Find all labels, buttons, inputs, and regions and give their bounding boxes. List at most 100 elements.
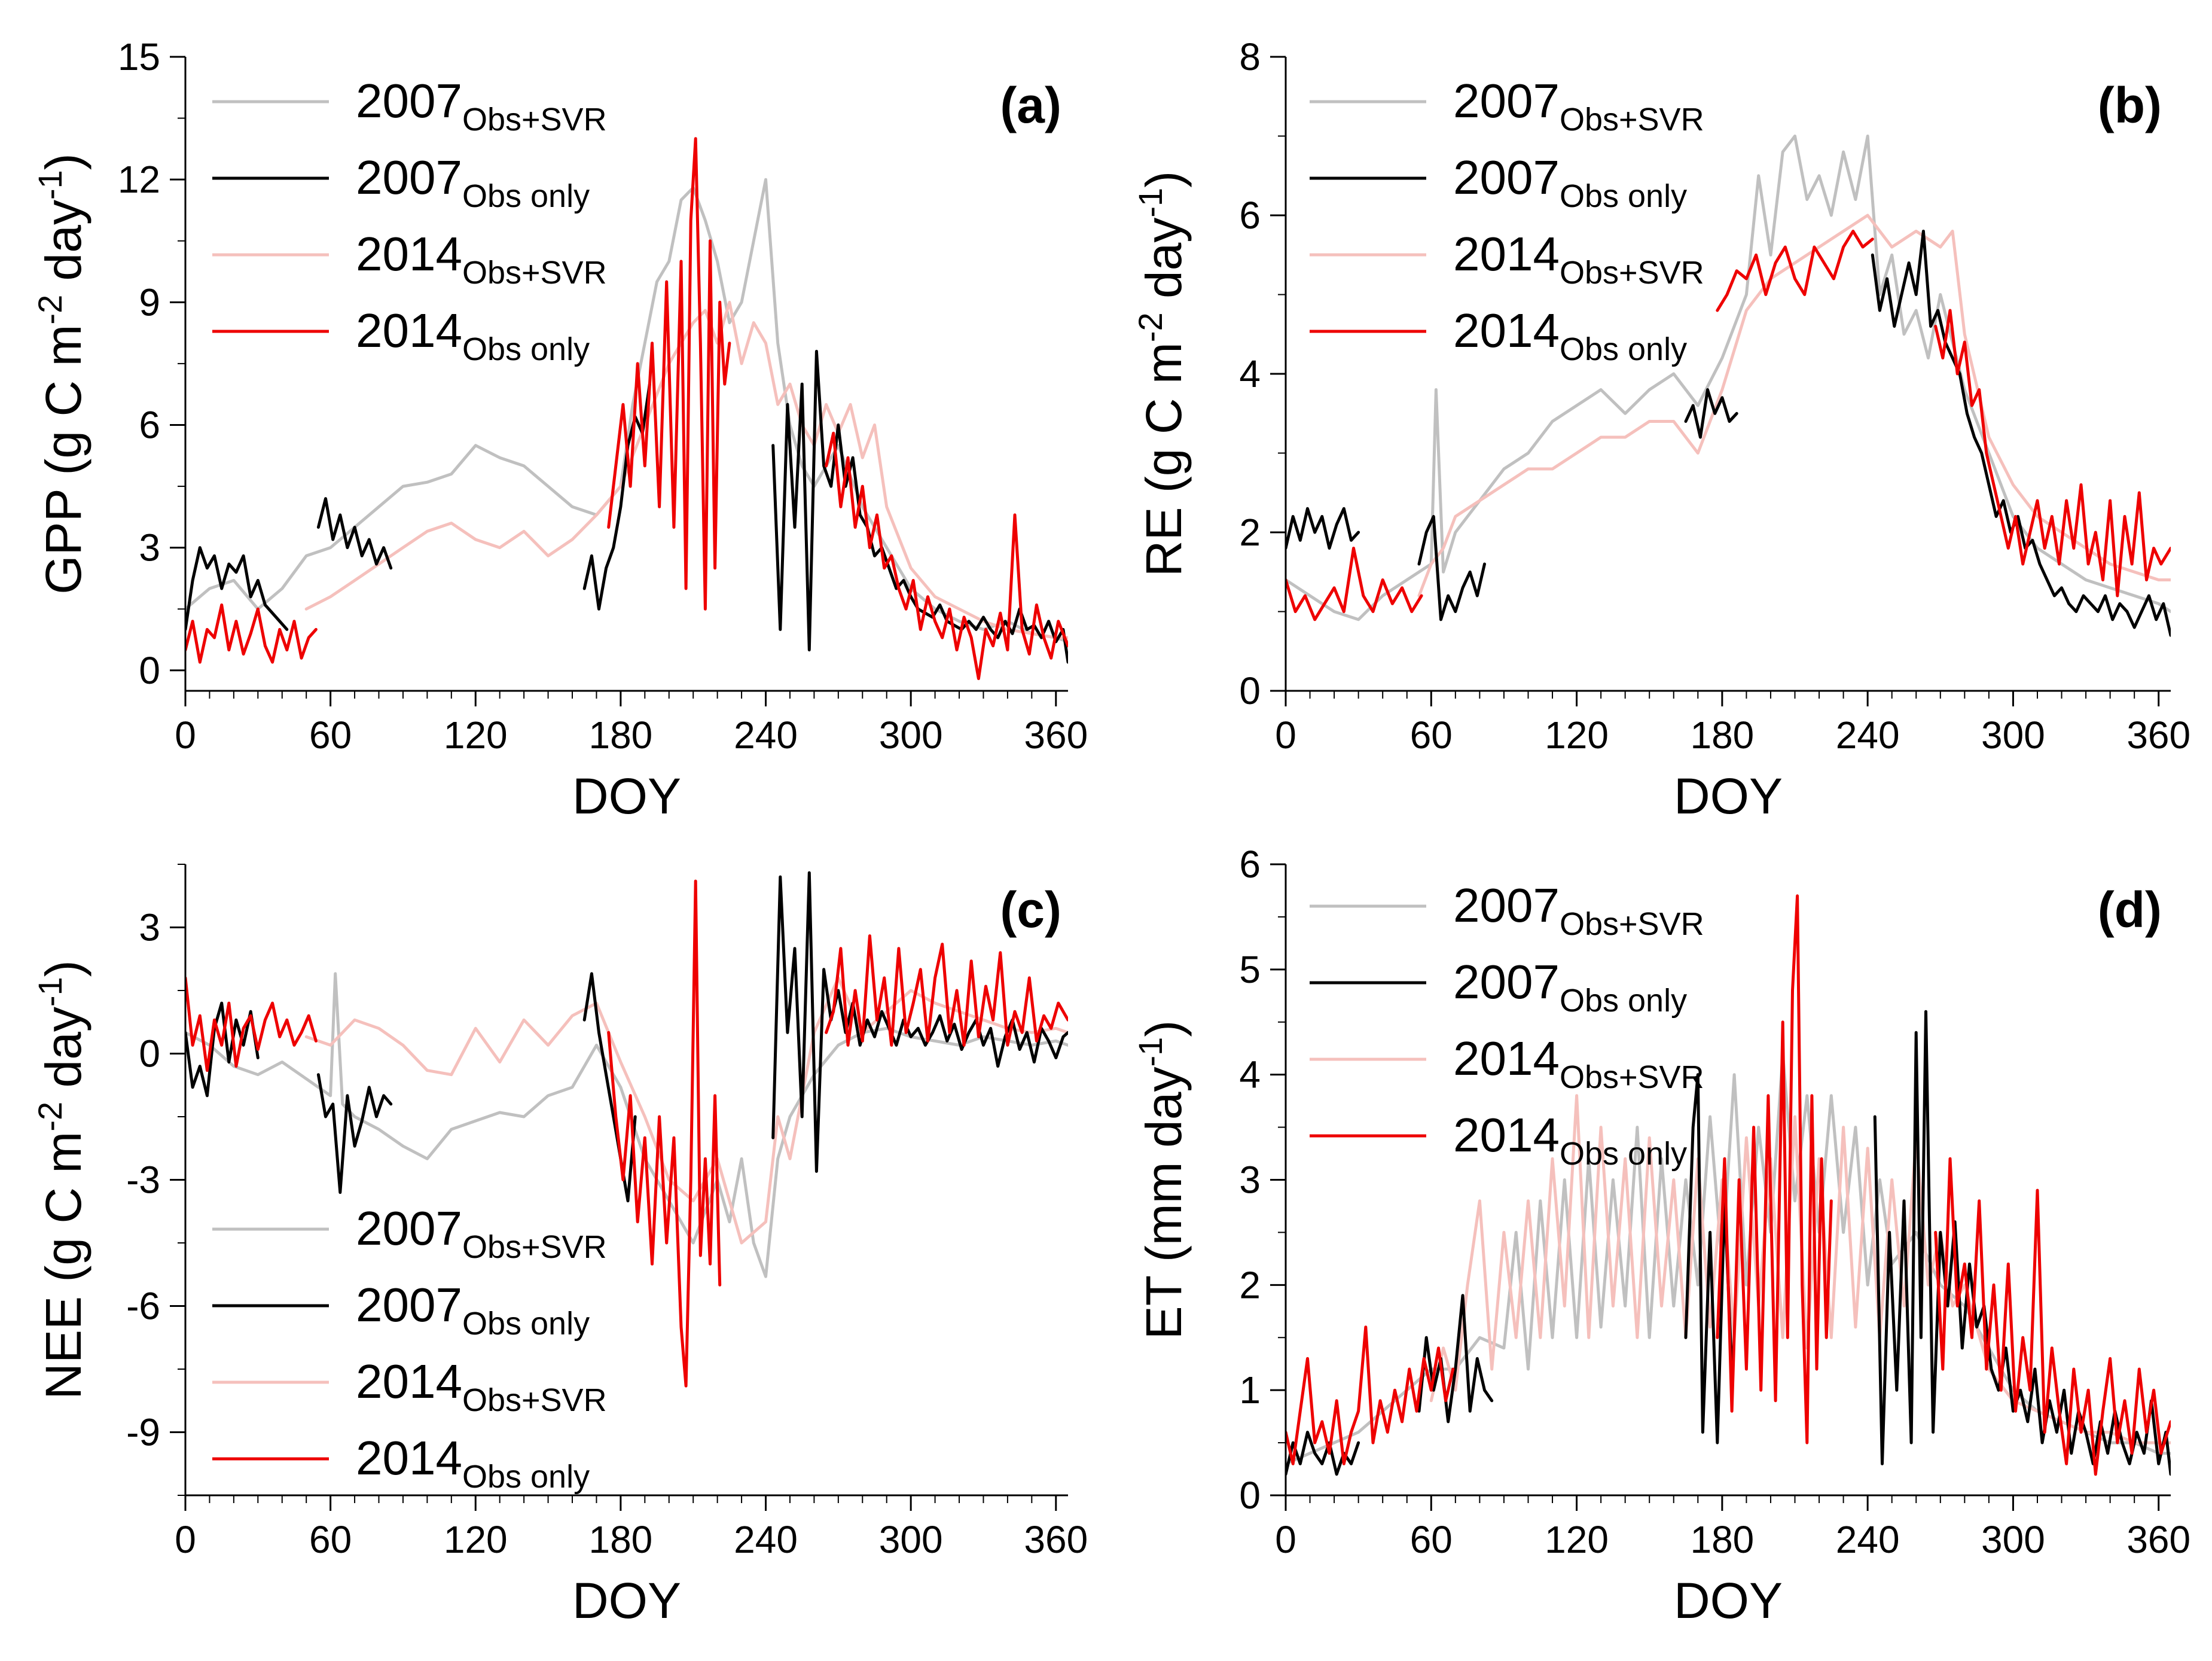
legend-subscript: Obs only [1560, 331, 1687, 367]
legend-label: 2014Obs only [1453, 304, 1687, 367]
series-line-2014-obs-only [607, 879, 722, 1388]
legend-label: 2014Obs+SVR [356, 1355, 607, 1418]
y-tick-label: 6 [1239, 843, 1261, 886]
series-line-2007-obs-only [1684, 1073, 1734, 1444]
x-tick-label: 360 [2126, 714, 2190, 757]
series-line-2007-obs-only [1417, 1294, 1494, 1424]
y-tick-label: 2 [1239, 1263, 1261, 1306]
legend-subscript: Obs+SVR [1560, 1059, 1704, 1095]
y-axis-label-part: ) [35, 960, 91, 977]
x-tick-label: 300 [1981, 714, 2045, 757]
y-tick-label: 4 [1239, 352, 1261, 395]
legend-item: 2014Obs+SVR [1310, 1032, 1704, 1095]
legend-label: 2014Obs+SVR [356, 227, 607, 291]
legend-item: 2007Obs only [212, 151, 590, 214]
legend-item: 2007Obs only [212, 1278, 590, 1342]
legend-item: 2014Obs+SVR [212, 1355, 607, 1418]
legend-item: 2014Obs+SVR [1310, 227, 1704, 291]
x-tick-label: 120 [444, 1518, 508, 1561]
series-line-2007-obs-only [1873, 1010, 2171, 1476]
x-axis-label: DOY [1674, 1572, 1783, 1629]
legend-subscript: Obs+SVR [462, 255, 607, 291]
y-axis-label-exponent: -1 [1131, 188, 1169, 218]
x-tick-label: 180 [1690, 714, 1754, 757]
y-tick-label: -3 [126, 1159, 160, 1202]
y-axis-label-part: day [1136, 218, 1192, 313]
legend-item: 2014Obs+SVR [212, 227, 607, 291]
x-tick-label: 0 [1275, 714, 1296, 757]
series-line-2014-obs-only [1716, 230, 1874, 312]
y-tick-label: 0 [139, 1032, 160, 1075]
x-tick-label: 360 [2126, 1518, 2190, 1561]
series-line-2007-obs-only [1871, 230, 2171, 637]
series-group [185, 137, 1068, 680]
y-axis-label: GPP (g C m-2 day-1) [31, 153, 91, 595]
legend-year: 2007 [1453, 955, 1560, 1008]
legend-subscript: Obs only [462, 331, 590, 367]
y-axis-label-part: ) [35, 153, 91, 170]
legend-item: 2007Obs+SVR [212, 74, 607, 138]
legend-year: 2014 [356, 1431, 462, 1485]
legend-year: 2014 [1453, 227, 1560, 281]
series-line-2014-obs-only [185, 603, 318, 664]
series-line-2014-obs-only [825, 431, 1068, 680]
series-line-2007-obs-only [316, 497, 393, 570]
y-axis-label: NEE (g C m-2 day-1) [31, 960, 91, 1399]
y-axis-label-part: day [35, 1007, 91, 1102]
legend-year: 2007 [356, 74, 462, 127]
panel-b: 0 60 120 180 240 300 360 0 2 4 6 8 DOY RE (g C m-2 da… [1131, 35, 2190, 824]
legend-label: 2007Obs only [356, 151, 590, 214]
y-axis-label-part: ) [1136, 1020, 1192, 1037]
panel-d: 0 60 120 180 240 300 360 0 1 2 3 4 5 6 DOY ET (mm day-1… [1131, 843, 2190, 1629]
y-axis-label-exponent: -2 [31, 295, 69, 325]
legend-subscript: Obs+SVR [462, 1382, 607, 1418]
legend-year: 2014 [356, 1355, 462, 1408]
legend-year: 2007 [356, 1278, 462, 1331]
x-tick-label: 300 [879, 714, 943, 757]
legend-label: 2014Obs only [356, 304, 590, 367]
series-line-2014-obs-only [607, 137, 731, 611]
legend-subscript: Obs+SVR [1560, 906, 1704, 942]
legend-label: 2007Obs+SVR [1453, 74, 1704, 138]
series-line-2014-obs-svr [304, 300, 1068, 639]
x-tick-label: 240 [1836, 1518, 1900, 1561]
y-tick-label: -6 [126, 1285, 160, 1328]
legend-label: 2007Obs+SVR [1453, 879, 1704, 942]
y-tick-label: -9 [126, 1411, 160, 1454]
x-tick-label: 180 [588, 714, 652, 757]
series-line-2007-obs-only [185, 546, 289, 631]
series-line-2007-obs-only [582, 382, 651, 611]
y-axis-label: RE (g C m-2 day-1) [1131, 171, 1192, 577]
y-axis-label-part: day [35, 200, 91, 295]
panel-label: (b) [2098, 77, 2162, 133]
legend-subscript: Obs only [1560, 1136, 1687, 1172]
y-tick-label: 3 [139, 526, 160, 569]
legend-label: 2007Obs only [1453, 151, 1687, 214]
x-tick-label: 0 [1275, 1518, 1296, 1561]
legend-year: 2014 [1453, 1108, 1560, 1162]
series-line-2014-obs-only [1286, 1325, 1455, 1465]
x-tick-label: 180 [1690, 1518, 1754, 1561]
y-tick-label: 2 [1239, 511, 1261, 554]
x-tick-label: 60 [1410, 1518, 1453, 1561]
legend-subscript: Obs+SVR [1560, 102, 1704, 138]
x-tick-label: 180 [588, 1518, 652, 1561]
legend-item: 2014Obs only [1310, 304, 1687, 367]
series-group [1286, 135, 2171, 637]
legend-item: 2007Obs+SVR [212, 1202, 607, 1265]
y-tick-label: 12 [118, 158, 160, 201]
legend-subscript: Obs only [1560, 178, 1687, 214]
legend-label: 2007Obs only [1453, 955, 1687, 1019]
legend-subscript: Obs only [462, 1306, 590, 1342]
x-tick-label: 0 [175, 1518, 196, 1561]
x-tick-label: 60 [1410, 714, 1453, 757]
x-tick-label: 120 [1545, 1518, 1609, 1561]
y-axis-label-exponent: -1 [31, 170, 69, 200]
y-axis-label-part: ) [1136, 171, 1192, 188]
y-axis-label-exponent: -2 [1131, 312, 1169, 342]
legend-label: 2014Obs only [1453, 1108, 1687, 1172]
legend-label: 2007Obs+SVR [356, 1202, 607, 1265]
